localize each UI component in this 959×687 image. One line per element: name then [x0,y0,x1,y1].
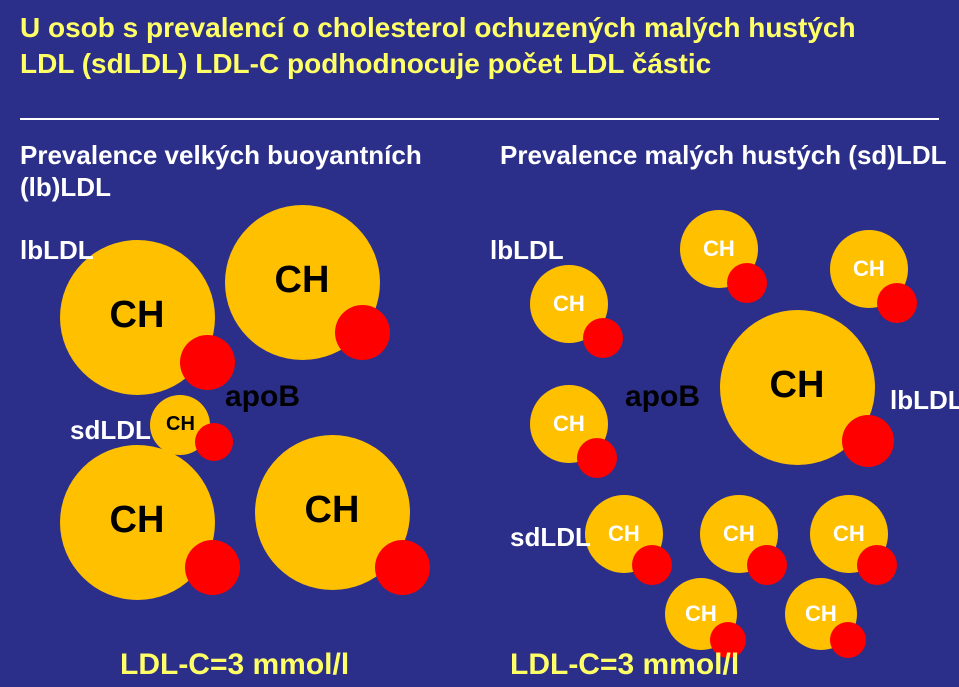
ch-label: CH [608,521,640,547]
ch-label: CH [110,294,165,337]
ch-label: CH [805,601,837,627]
left-subtitle-2: (lb)LDL [20,172,111,203]
footer-left: LDL-C=3 mmol/l [120,648,349,682]
ch-label: CH [553,291,585,317]
ch-label: CH [703,236,735,262]
ch-label: CH [685,601,717,627]
apob-dot [375,540,430,595]
ch-label: CH [770,364,825,407]
apob-dot [727,263,767,303]
ch-label: CH [166,413,195,436]
ch-label: CH [853,256,885,282]
lbldl-label: lbLDL [20,235,94,266]
apob-dot [577,438,617,478]
left-subtitle-1: Prevalence velkých buoyantních [20,140,422,171]
ch-label: CH [275,259,330,302]
apob-dot [830,622,866,658]
apob-label: apoB [625,380,700,414]
right-subtitle: Prevalence malých hustých (sd)LDL [500,140,946,171]
ch-label: CH [305,489,360,532]
lbldl-label: lbLDL [890,385,959,416]
diagram-stage: U osob s prevalencí o cholesterol ochuze… [0,0,959,687]
ch-label: CH [833,521,865,547]
apob-dot [747,545,787,585]
footer-right: LDL-C=3 mmol/l [510,648,739,682]
apob-dot [877,283,917,323]
title-line-2: LDL (sdLDL) LDL-C podhodnocuje počet LDL… [20,48,711,80]
apob-dot [195,423,233,461]
ch-label: CH [553,411,585,437]
divider [20,118,939,120]
apob-dot [185,540,240,595]
ch-label: CH [110,499,165,542]
apob-dot [583,318,623,358]
lbldl-label: lbLDL [490,235,564,266]
apob-dot [842,415,894,467]
apob-dot [335,305,390,360]
ch-label: CH [723,521,755,547]
apob-dot [632,545,672,585]
apob-dot [857,545,897,585]
apob-label: apoB [225,380,300,414]
sdldl-label: sdLDL [510,522,591,553]
title-line-1: U osob s prevalencí o cholesterol ochuze… [20,12,856,44]
sdldl-label: sdLDL [70,415,151,446]
